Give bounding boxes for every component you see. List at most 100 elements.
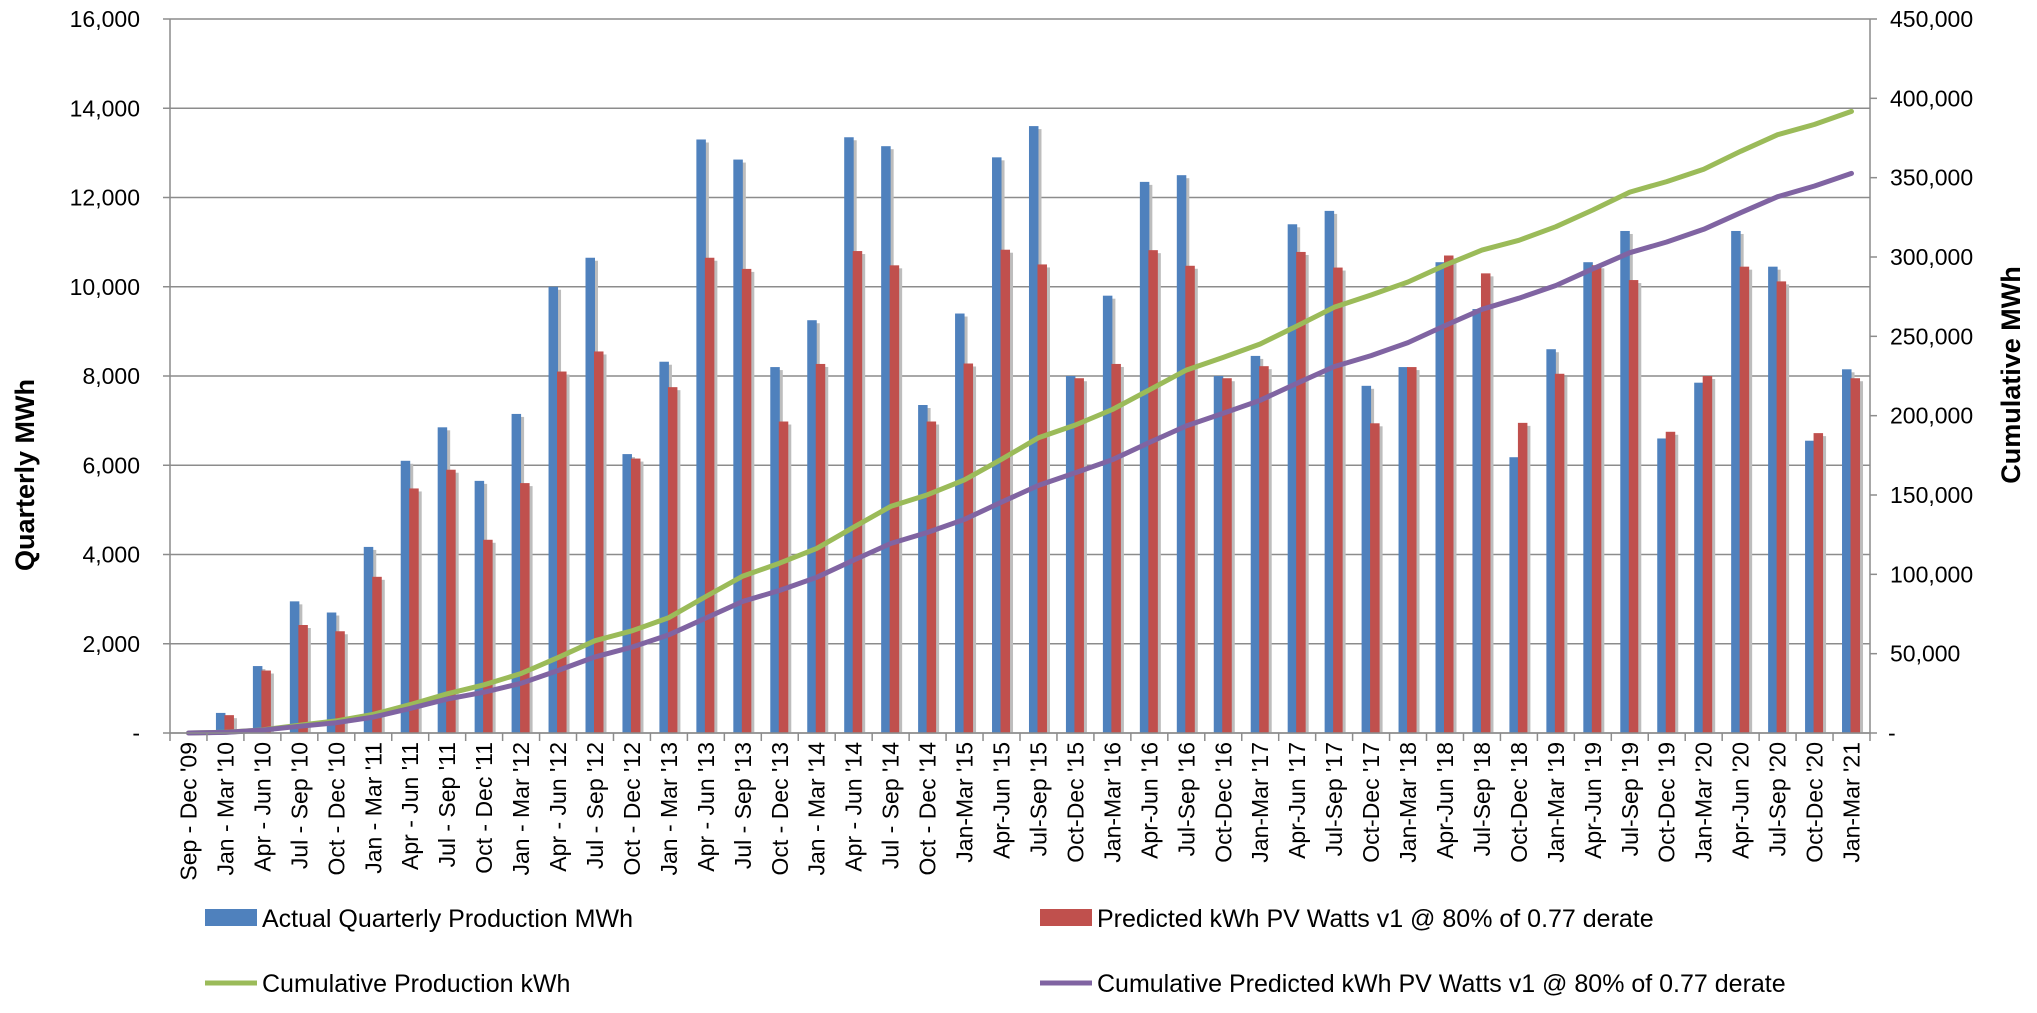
bar-predicted: [224, 715, 234, 733]
bar-actual: [881, 146, 891, 733]
left-axis-title: Quarterly MWh: [10, 379, 40, 571]
bar-predicted: [594, 351, 604, 733]
x-tick-label: Jan-Mar '16: [1099, 742, 1125, 863]
bar-predicted: [1776, 281, 1787, 733]
bar-actual: [1768, 266, 1778, 733]
bar-actual: [696, 139, 706, 734]
bar-predicted: [926, 421, 937, 733]
bar-predicted: [1739, 266, 1750, 733]
bar-actual: [1102, 295, 1113, 733]
x-tick-label: Oct-Dec '17: [1358, 742, 1384, 863]
bar-predicted: [667, 387, 678, 733]
x-tick-label: Apr - Jun '14: [841, 742, 867, 872]
bar-actual: [400, 460, 411, 733]
x-tick-label: Apr-Jun '20: [1728, 742, 1754, 859]
x-tick-label: Oct - Dec '12: [619, 742, 645, 876]
bar-actual: [844, 137, 854, 734]
x-tick-label: Apr - Jun '12: [545, 742, 571, 872]
x-tick-label: Apr - Jun '10: [249, 742, 275, 872]
right-tick-label: 100,000: [1890, 561, 1973, 587]
bar-predicted: [1185, 265, 1195, 733]
bar-actual: [548, 286, 559, 733]
x-tick-label: Apr - Jun '11: [397, 742, 423, 870]
bar-actual: [474, 480, 485, 733]
bar-predicted: [1554, 373, 1565, 733]
bar-actual: [1250, 355, 1261, 733]
right-tick-label: 200,000: [1890, 403, 1973, 429]
bar-predicted: [483, 539, 493, 733]
bar-actual: [1805, 440, 1815, 733]
bar-predicted: [409, 488, 419, 733]
right-tick-label: 250,000: [1890, 323, 1973, 349]
bar-predicted: [520, 483, 530, 733]
bar-predicted: [261, 670, 271, 733]
bar-predicted: [1259, 366, 1269, 733]
bar-actual: [1657, 438, 1667, 733]
bar-predicted: [298, 625, 308, 733]
x-tick-label: Oct-Dec '16: [1210, 742, 1236, 863]
x-tick-label: Jan-Mar '21: [1839, 742, 1865, 863]
bar-predicted: [1296, 251, 1306, 733]
bar-actual: [1176, 175, 1187, 733]
x-tick-label: Oct-Dec '19: [1654, 742, 1680, 863]
bar-actual: [1472, 309, 1482, 733]
bar-actual: [1435, 262, 1445, 733]
bar-actual: [289, 601, 300, 733]
x-tick-label: Jan - Mar '12: [508, 742, 534, 876]
bar-predicted: [704, 257, 715, 733]
left-axis-ticks: - 2,000 4,000 6,000 8,000 10,000 12,000 14,000 1…: [70, 6, 170, 746]
bar-predicted: [778, 421, 789, 733]
bar-predicted: [963, 363, 974, 733]
left-tick-label: 16,000: [70, 6, 140, 32]
x-tick-label: Jan-Mar '17: [1247, 742, 1273, 863]
bar-predicted: [1850, 378, 1861, 733]
x-tick-label: Jan-Mar '20: [1691, 742, 1717, 863]
x-tick-label: Jan - Mar '10: [212, 742, 238, 876]
x-tick-label: Jul - Sep '12: [582, 742, 608, 869]
bar-predicted: [889, 265, 900, 733]
bar-actual: [622, 454, 632, 733]
x-tick-label: Sep - Dec '09: [176, 742, 202, 881]
bar-actual: [1065, 376, 1076, 733]
x-tick-label: Jul-Sep '19: [1617, 742, 1643, 856]
x-tick-label: Oct-Dec '18: [1506, 742, 1532, 863]
legend-label: Actual Quarterly Production MWh: [262, 905, 633, 933]
x-tick-label: Jul-Sep '16: [1173, 742, 1199, 856]
left-tick-label: -: [132, 720, 140, 746]
bar-predicted: [557, 371, 567, 733]
bar-actual: [1509, 457, 1519, 733]
x-tick-label: Jan-Mar '15: [952, 742, 978, 863]
x-tick-label: Jul - Sep '10: [286, 742, 312, 869]
right-tick-label: 300,000: [1890, 244, 1973, 270]
right-axis-title: Cumulative MWh: [1996, 266, 2026, 484]
x-tick-label: Oct-Dec '15: [1062, 742, 1088, 863]
right-tick-label: 150,000: [1890, 482, 1973, 508]
bar-actual: [918, 405, 928, 733]
x-tick-label: Jul - Sep '11: [434, 742, 460, 867]
x-tick-label: Oct - Dec '13: [767, 742, 793, 876]
x-tick-label: Oct - Dec '14: [915, 742, 941, 876]
bar-actual: [326, 612, 337, 733]
bar-actual: [1028, 126, 1039, 734]
right-tick-label: 50,000: [1890, 641, 1960, 667]
x-tick-label: Jan-Mar '19: [1543, 742, 1569, 863]
bar-predicted: [1074, 378, 1084, 733]
bar-predicted: [1591, 265, 1602, 733]
legend-swatch: [205, 909, 257, 926]
x-tick-label: Jul - Sep '14: [878, 742, 904, 869]
bar-actual: [1731, 230, 1741, 733]
bar-predicted: [1111, 363, 1121, 733]
bar-predicted: [1148, 250, 1158, 733]
bar-actual: [807, 320, 817, 733]
bar-actual: [770, 367, 780, 733]
x-tick-label: Apr - Jun '13: [693, 742, 719, 872]
bar-predicted: [1628, 280, 1639, 733]
x-tick-label: Jul-Sep '18: [1469, 742, 1495, 856]
right-tick-label: -: [1888, 720, 1896, 746]
bar-actual: [1324, 210, 1335, 733]
x-tick-label: Jan - Mar '14: [804, 742, 830, 876]
bar-predicted: [1370, 423, 1380, 733]
bar-actual: [992, 157, 1002, 733]
bar-predicted: [1444, 255, 1454, 733]
